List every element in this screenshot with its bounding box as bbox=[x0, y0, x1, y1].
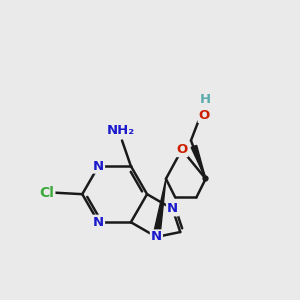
Polygon shape bbox=[191, 146, 206, 179]
Text: H: H bbox=[200, 93, 211, 106]
Text: N: N bbox=[151, 230, 162, 243]
Text: O: O bbox=[199, 109, 210, 122]
Text: N: N bbox=[93, 216, 104, 229]
Text: Cl: Cl bbox=[40, 186, 54, 200]
Text: N: N bbox=[167, 202, 178, 215]
Text: N: N bbox=[93, 160, 104, 172]
Text: O: O bbox=[176, 143, 188, 156]
Polygon shape bbox=[153, 179, 166, 238]
Text: NH₂: NH₂ bbox=[106, 124, 135, 137]
